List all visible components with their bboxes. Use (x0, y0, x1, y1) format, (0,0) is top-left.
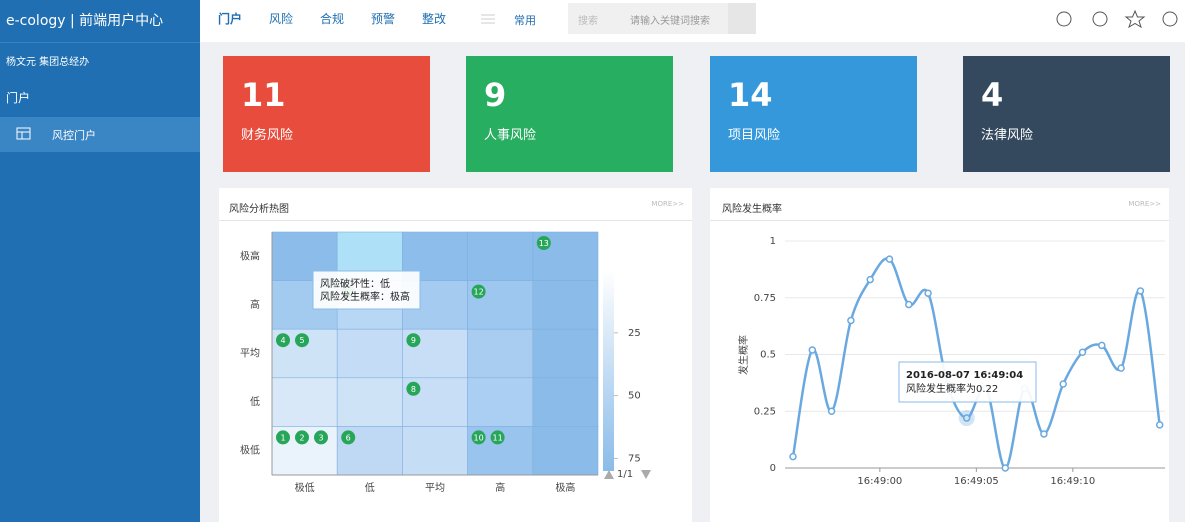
stat-card[interactable]: 9 人事风险 (466, 56, 673, 172)
search-button[interactable] (728, 3, 756, 34)
panel-title: 风险发生概率 (722, 204, 782, 215)
panel-divider (710, 220, 1169, 221)
item-label: 风控门户 (52, 129, 96, 142)
panel-divider (219, 220, 692, 221)
search-box: 搜索 请输入关键词搜索 (568, 3, 756, 34)
stat-card[interactable]: 11 财务风险 (223, 56, 430, 172)
search-type[interactable]: 搜索 (578, 16, 598, 27)
nav-item[interactable]: 风险 (269, 12, 294, 26)
brand[interactable]: e-cology | 前端用户中心 (6, 13, 164, 29)
stat-value: 9 (484, 76, 507, 114)
line-panel: 风险发生概率 MORE>> (710, 188, 1169, 522)
nav-item[interactable]: 合规 (320, 12, 345, 26)
nav-icons (1056, 9, 1178, 29)
stat-value: 11 (241, 76, 286, 114)
sidebar: e-cology | 前端用户中心 杨文元 集团总经办 门户 风控门户 (0, 0, 200, 522)
icon-m[interactable] (1056, 11, 1072, 27)
nav-item[interactable]: 门户 (218, 12, 243, 26)
divider (0, 42, 200, 43)
top-nav: 门户 风险 合规 预警 整改 常用 搜索 请输入关键词搜索 (200, 0, 1185, 42)
nav-item[interactable]: 预警 (371, 12, 396, 26)
stat-label: 项目风险 (728, 128, 781, 143)
stat-card[interactable]: 14 项目风险 (710, 56, 917, 172)
stat-value: 4 (981, 76, 1004, 114)
menu-item[interactable]: 风控门户 (0, 117, 200, 152)
user: 杨文元 集团总经办 (6, 57, 90, 68)
stat-label: 法律风险 (981, 128, 1034, 143)
icon-globe[interactable] (1092, 11, 1108, 27)
menu-icon[interactable] (480, 13, 496, 25)
item-icon (16, 127, 31, 140)
icon-star[interactable] (1124, 9, 1146, 29)
stat-value: 14 (728, 76, 773, 114)
more-link[interactable]: MORE>> (651, 200, 684, 208)
stat-label: 人事风险 (484, 128, 537, 143)
stat-card[interactable]: 4 法律风险 (963, 56, 1170, 172)
panel-title: 风险分析热图 (229, 204, 289, 215)
more-link[interactable]: MORE>> (1128, 200, 1161, 208)
nav-item[interactable]: 整改 (422, 12, 447, 26)
section[interactable]: 门户 (6, 91, 31, 105)
nav-common[interactable]: 常用 (514, 14, 536, 27)
icon-more[interactable] (1162, 11, 1178, 27)
stat-label: 财务风险 (241, 128, 294, 143)
heatmap-panel: 风险分析热图 MORE>> (219, 188, 692, 522)
search-input[interactable]: 请输入关键词搜索 (630, 16, 710, 27)
